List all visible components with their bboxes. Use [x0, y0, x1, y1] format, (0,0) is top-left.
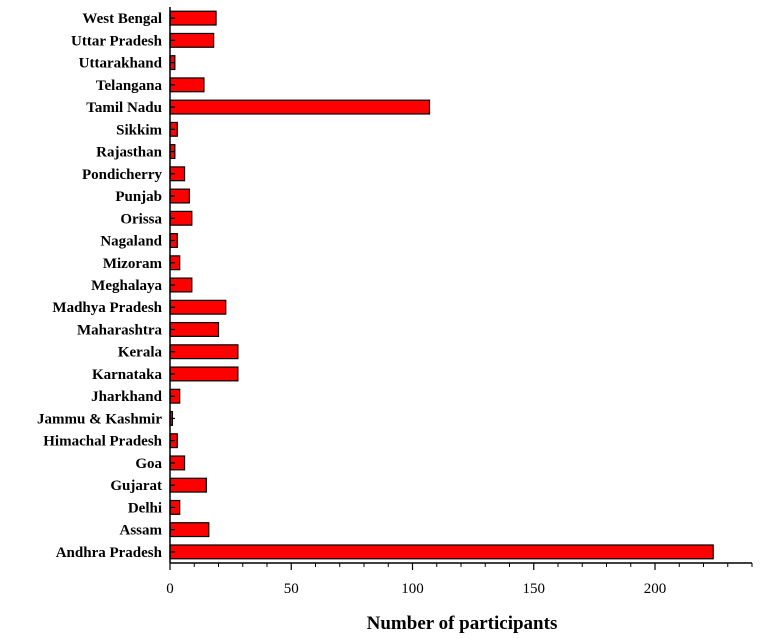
category-label-west-bengal: West Bengal [82, 11, 162, 27]
x-tick-label: 200 [644, 581, 667, 597]
bar-telangana [169, 77, 205, 93]
category-label-andhra-pradesh: Andhra Pradesh [56, 545, 163, 561]
category-label-uttar-pradesh: Uttar Pradesh [71, 33, 163, 49]
category-label-orissa: Orissa [120, 211, 162, 227]
bar-west-bengal [169, 10, 217, 26]
category-labels: Andhra Pradesh Assam Delhi Gujarat Goa Himach… [37, 11, 163, 561]
category-label-mizoram: Mizoram [103, 256, 163, 272]
category-label-punjab: Punjab [115, 189, 162, 205]
category-label-rajasthan: Rajasthan [96, 145, 163, 161]
bar-maharashtra [169, 321, 220, 337]
bar-uttar-pradesh [169, 32, 215, 48]
category-label-jharkhand: Jharkhand [91, 389, 163, 405]
category-label-karnataka: Karnataka [92, 367, 163, 383]
category-label-sikkim: Sikkim [116, 122, 162, 138]
x-tick-label: 50 [284, 581, 299, 597]
bar-assam [169, 522, 210, 538]
bar-kerala [169, 344, 239, 360]
category-label-assam: Assam [119, 523, 162, 539]
bars-group [169, 10, 714, 560]
bar-madhya-pradesh [169, 299, 227, 315]
bar-karnataka [169, 366, 239, 382]
x-tick-label: 0 [166, 581, 174, 597]
category-label-delhi: Delhi [128, 500, 162, 516]
x-ticks: 0 50 100 150 200 [166, 563, 753, 597]
category-label-himachal-pradesh: Himachal Pradesh [43, 434, 162, 450]
category-label-meghalaya: Meghalaya [91, 278, 162, 294]
category-label-kerala: Kerala [118, 345, 163, 361]
bar-andhra-pradesh [169, 544, 714, 560]
x-tick-label: 150 [523, 581, 546, 597]
category-label-telangana: Telangana [96, 78, 163, 94]
axes [169, 7, 752, 564]
category-label-gujarat: Gujarat [110, 478, 162, 494]
category-label-pondicherry: Pondicherry [82, 167, 162, 183]
category-label-uttarakhand: Uttarakhand [79, 56, 163, 72]
category-label-maharashtra: Maharashtra [77, 322, 162, 338]
bar-gujarat [169, 477, 207, 493]
bar-tamil-nadu [169, 99, 431, 115]
category-label-goa: Goa [135, 456, 162, 472]
category-label-tamil-nadu: Tamil Nadu [86, 100, 162, 116]
category-label-jammu-kashmir: Jammu & Kashmir [37, 411, 162, 427]
x-axis-title: Number of participants [367, 613, 558, 634]
x-tick-label: 100 [401, 581, 424, 597]
category-label-nagaland: Nagaland [100, 234, 162, 250]
category-label-madhya-pradesh: Madhya Pradesh [52, 300, 162, 316]
